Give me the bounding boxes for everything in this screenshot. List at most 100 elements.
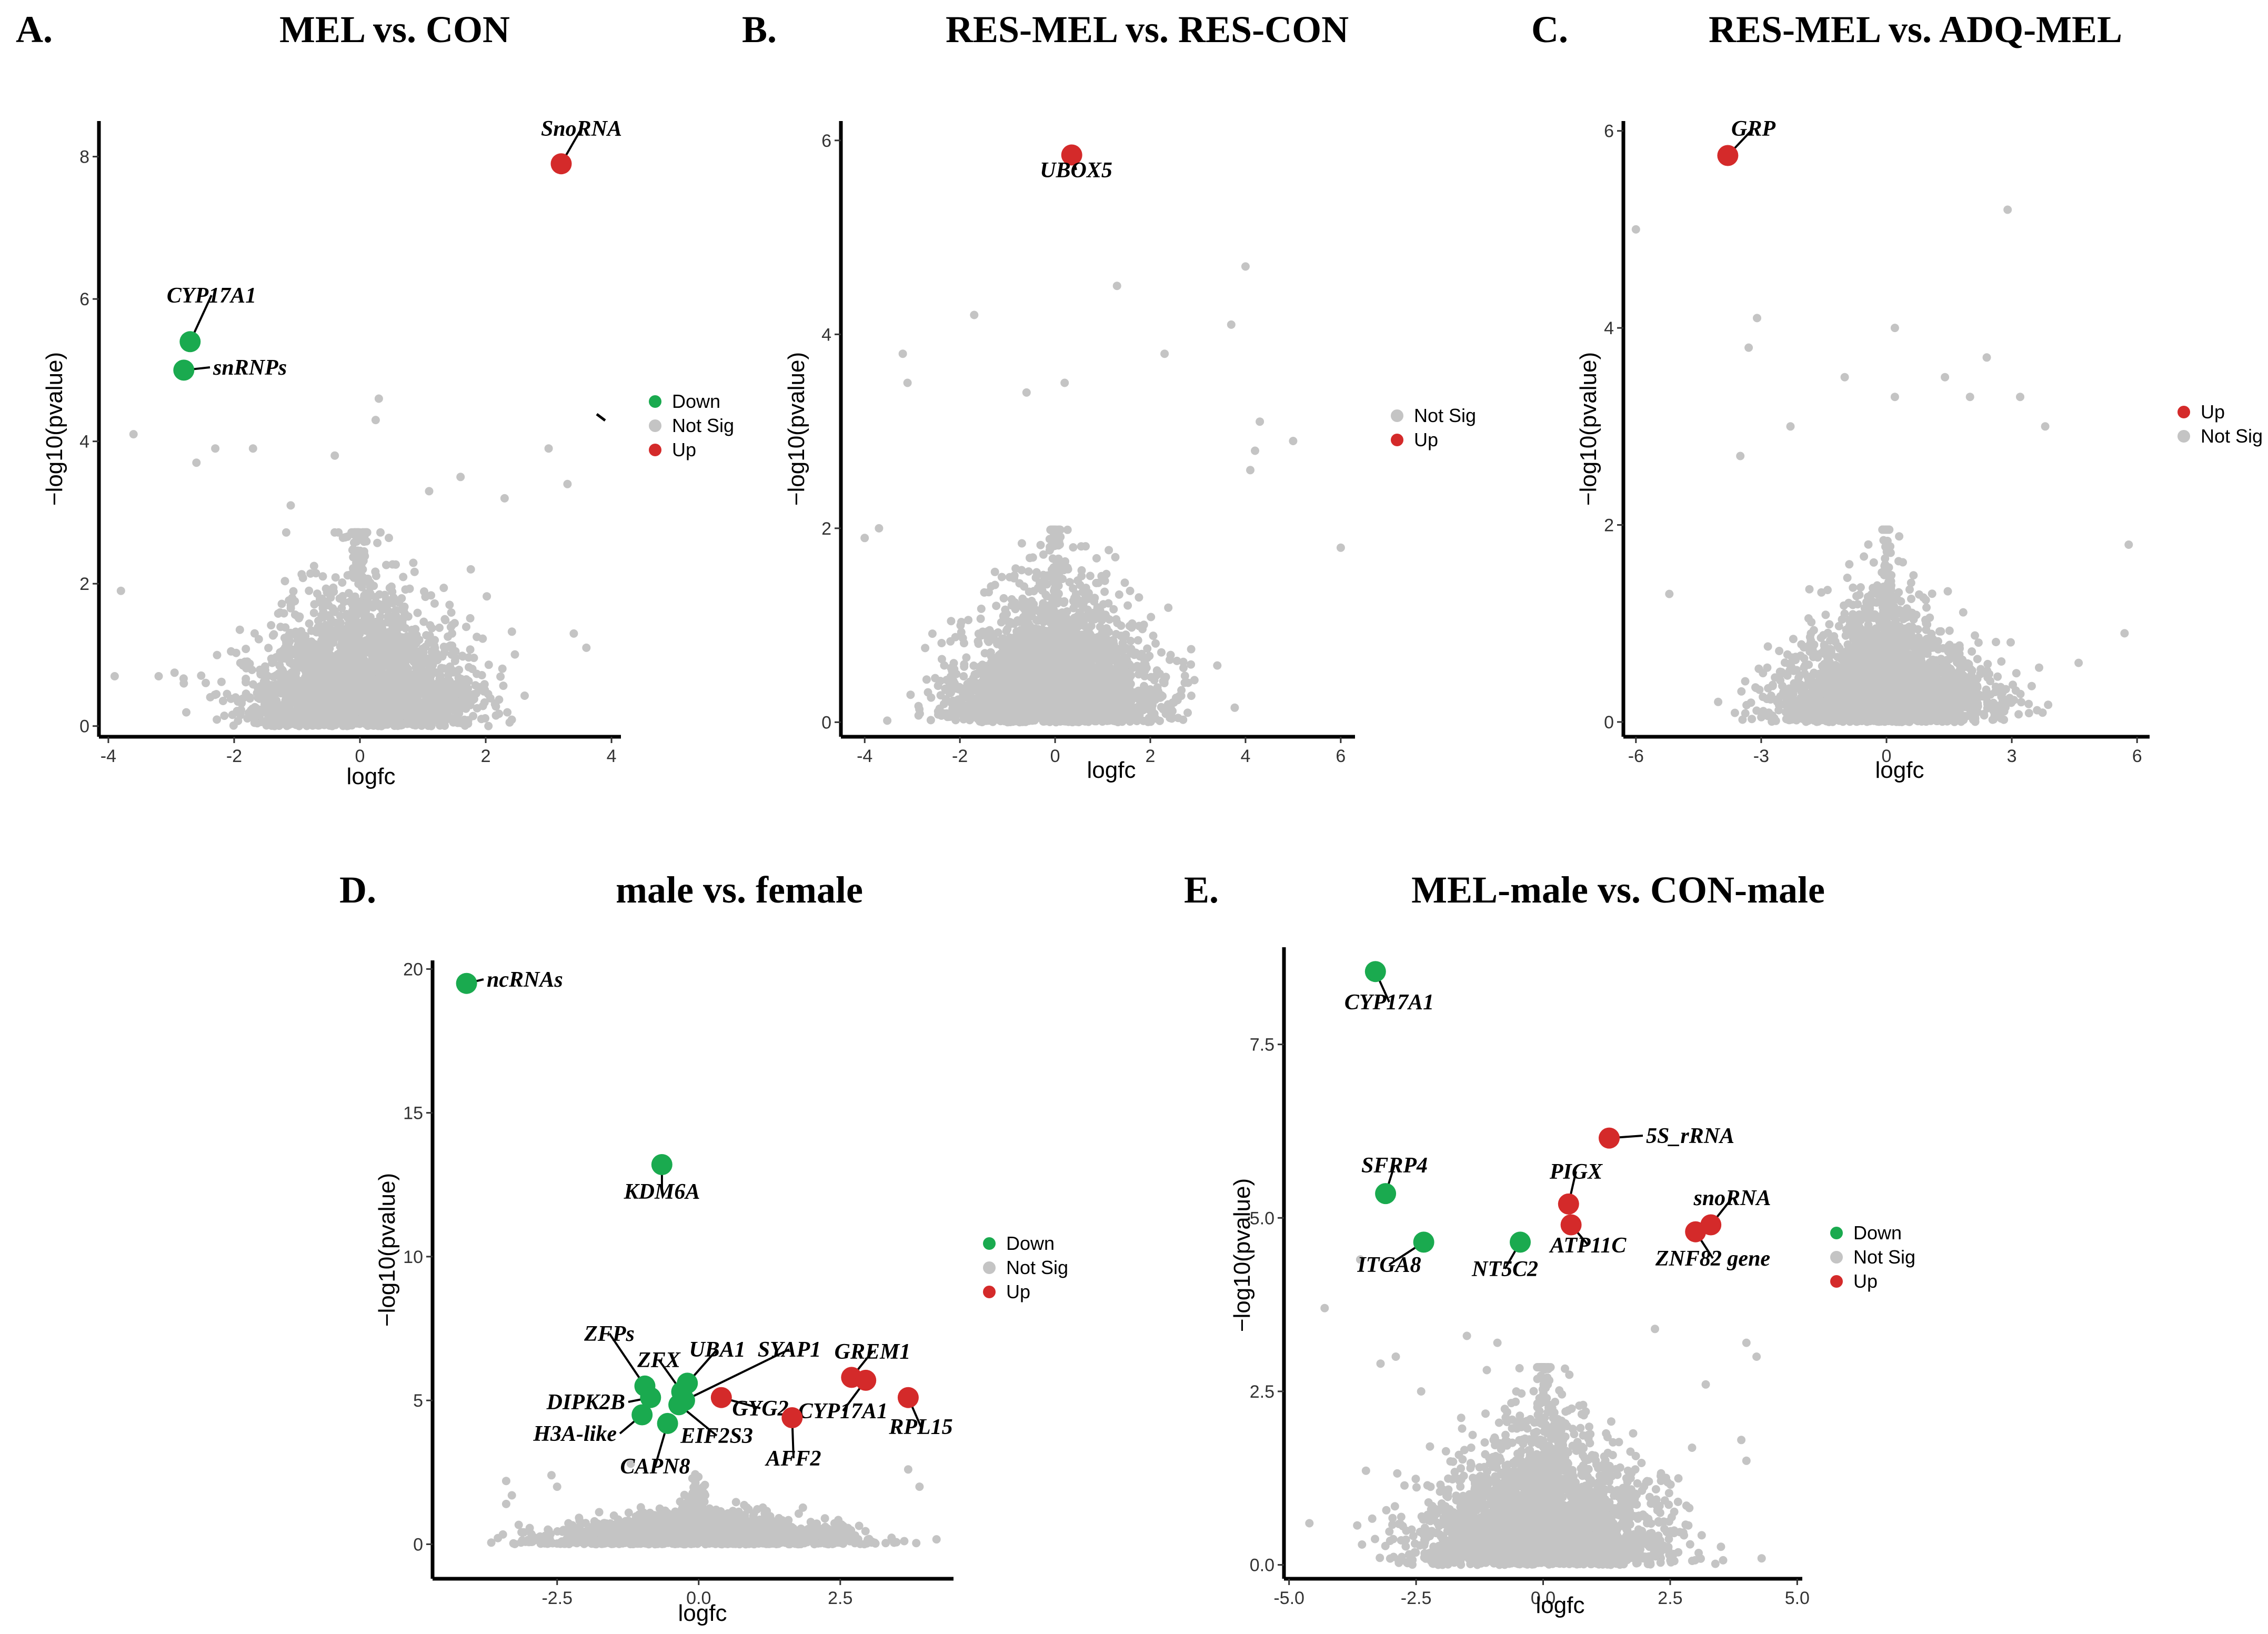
not-sig-point [297, 653, 306, 662]
not-sig-point [309, 562, 318, 570]
not-sig-point [948, 699, 957, 708]
not-sig-point [466, 645, 475, 654]
not-sig-point [1161, 673, 1170, 681]
not-sig-point [466, 614, 475, 623]
not-sig-point [447, 608, 456, 617]
not-sig-point [496, 672, 505, 681]
not-sig-point [318, 660, 327, 669]
not-sig-point [469, 690, 478, 699]
not-sig-point [480, 680, 489, 689]
not-sig-point [255, 692, 264, 701]
not-sig-point [922, 675, 931, 684]
legend-down-swatch [649, 395, 661, 408]
not-sig-point [286, 501, 295, 510]
not-sig-point [415, 635, 424, 644]
not-sig-point [453, 718, 462, 727]
not-sig-point [410, 694, 419, 703]
legend-down-label: Down [672, 390, 720, 412]
not-sig-point [372, 667, 381, 676]
not-sig-point [1190, 676, 1199, 685]
not-sig-point [448, 641, 457, 650]
not-sig-point [427, 624, 436, 633]
not-sig-point [336, 685, 345, 694]
not-sig-point [388, 587, 397, 596]
not-sig-point [883, 716, 892, 725]
not-sig-point [249, 714, 258, 723]
not-sig-point [462, 675, 471, 684]
not-sig-point [192, 458, 201, 467]
panel-title: MEL vs. CON [279, 8, 510, 51]
y-axis-title: −log10(pvalue) [42, 352, 67, 506]
not-sig-point [448, 620, 457, 629]
not-sig-point [319, 613, 328, 622]
down-gene-point [173, 359, 195, 381]
not-sig-point [1047, 625, 1056, 634]
not-sig-point [334, 626, 343, 635]
not-sig-point [1029, 587, 1038, 596]
not-sig-point [986, 648, 995, 657]
not-sig-point [466, 565, 475, 574]
not-sig-point [390, 686, 399, 695]
panel-letter: A. [16, 8, 53, 51]
not-sig-point [1179, 715, 1188, 724]
y-tick-label: 6 [79, 289, 89, 309]
not-sig-point [279, 609, 288, 618]
not-sig-point [242, 645, 250, 654]
not-sig-point [277, 599, 286, 608]
not-sig-point [316, 598, 325, 607]
not-sig-point [282, 528, 290, 537]
not-sig-point [1065, 578, 1074, 587]
not-sig-point [1164, 603, 1173, 612]
not-sig-point [1053, 565, 1062, 574]
not-sig-point [398, 633, 407, 642]
not-sig-point [232, 648, 240, 657]
not-sig-point [425, 631, 434, 640]
not-sig-point [992, 602, 1001, 610]
not-sig-point [400, 609, 409, 618]
not-sig-point [435, 705, 444, 714]
not-sig-point [1069, 543, 1078, 552]
not-sig-point [242, 689, 250, 698]
legend-up-label: Up [672, 439, 696, 460]
legend-not-sig-swatch [649, 419, 661, 432]
not-sig-point [937, 639, 946, 647]
not-sig-point [367, 659, 376, 668]
not-sig-point [387, 617, 396, 626]
not-sig-point [288, 658, 297, 667]
not-sig-point [242, 675, 250, 683]
not-sig-point [263, 695, 272, 704]
not-sig-point [310, 718, 319, 727]
x-tick-label: -4 [101, 746, 116, 766]
not-sig-point [1096, 623, 1105, 631]
y-tick-label: 2 [79, 574, 89, 594]
not-sig-point [284, 647, 293, 656]
not-sig-point [520, 691, 529, 700]
not-sig-point [990, 567, 999, 576]
not-sig-point [298, 574, 307, 583]
not-sig-point [278, 666, 287, 675]
not-sig-point [1149, 631, 1158, 640]
not-sig-point [352, 534, 361, 543]
not-sig-point [330, 528, 339, 537]
not-sig-point [366, 707, 375, 716]
not-sig-point [351, 714, 360, 723]
not-sig-point [179, 679, 188, 688]
not-sig-point [371, 567, 380, 576]
not-sig-point [306, 569, 315, 578]
not-sig-point [327, 630, 336, 639]
not-sig-point [298, 680, 307, 689]
not-sig-point [386, 661, 395, 670]
not-sig-point [484, 660, 493, 669]
not-sig-point [154, 672, 163, 680]
y-tick-label: 0 [79, 717, 89, 737]
not-sig-point [385, 534, 393, 543]
not-sig-point [289, 587, 298, 596]
not-sig-point [1180, 678, 1189, 687]
not-sig-point [544, 444, 553, 453]
not-sig-point [340, 533, 349, 542]
not-sig-point [455, 666, 464, 674]
not-sig-point [355, 644, 363, 653]
gene-label: CYP17A1 [167, 284, 256, 308]
not-sig-point [1111, 553, 1120, 562]
not-sig-point [1230, 703, 1239, 712]
